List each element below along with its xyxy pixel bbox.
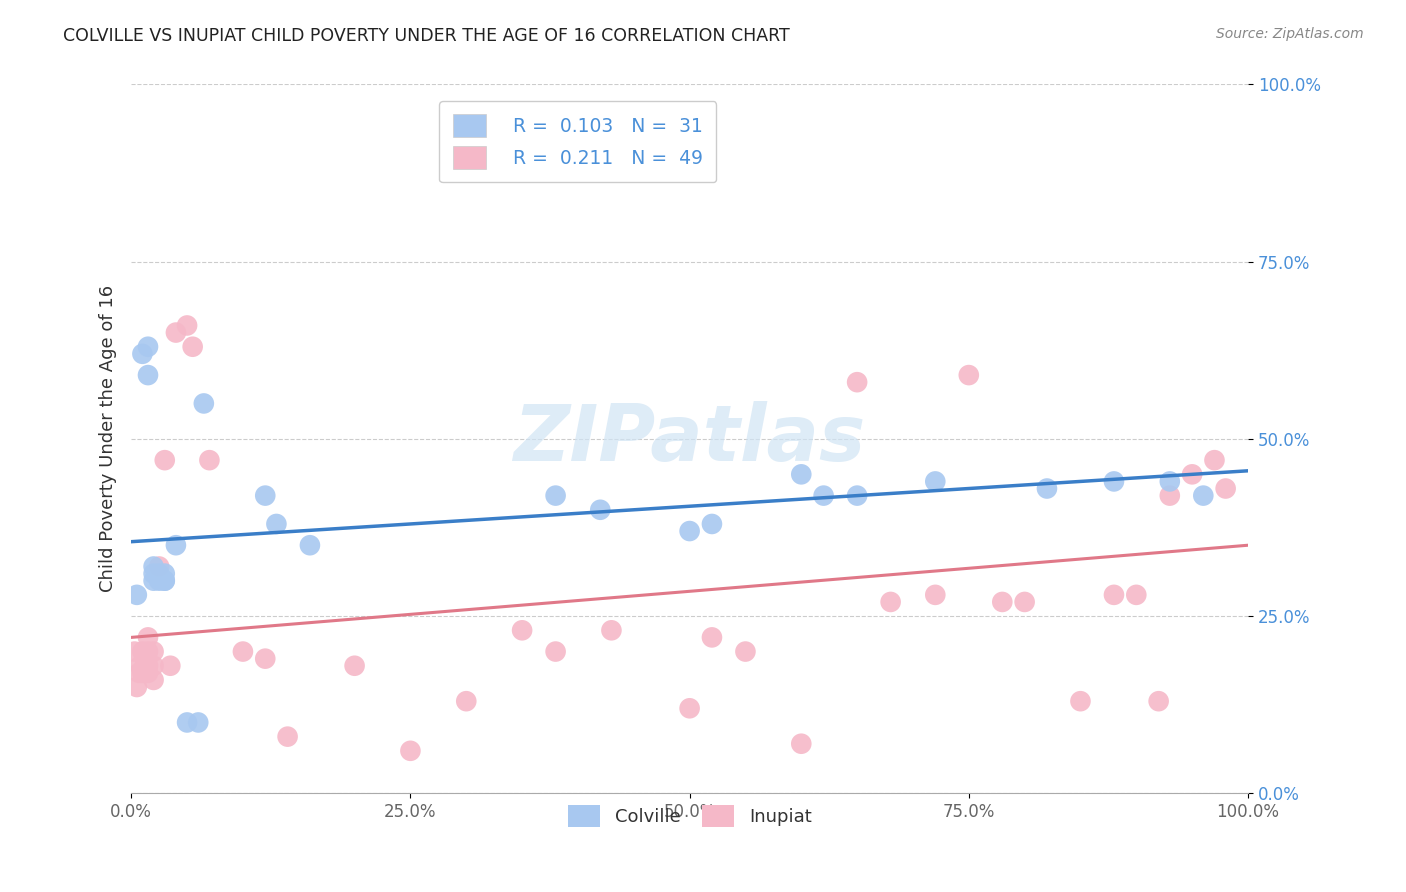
Point (176, 715, 198, 730)
Point (1192, 489, 1215, 503)
Point (142, 566, 165, 581)
Point (1204, 453, 1226, 467)
Point (124, 644, 146, 658)
Text: ZIPatlas: ZIPatlas (513, 401, 866, 477)
Point (131, 347, 153, 361)
Point (135, 665, 157, 680)
Point (142, 574, 165, 588)
Point (193, 396, 215, 410)
Point (1014, 595, 1036, 609)
Point (128, 665, 150, 680)
Point (136, 665, 159, 680)
Point (181, 340, 204, 354)
Point (165, 538, 187, 552)
Point (232, 644, 254, 658)
Point (131, 665, 153, 680)
Point (142, 658, 165, 673)
Point (136, 340, 159, 354)
Point (790, 467, 813, 482)
Point (148, 574, 170, 588)
Point (254, 489, 277, 503)
Point (298, 538, 321, 552)
Point (846, 375, 869, 389)
Point (544, 644, 567, 658)
Point (129, 658, 152, 673)
Legend: Colville, Inupiat: Colville, Inupiat (561, 797, 818, 834)
Point (176, 318, 198, 333)
Point (1069, 694, 1091, 708)
Point (136, 631, 159, 645)
Point (142, 644, 165, 658)
Point (131, 644, 153, 658)
Point (148, 559, 170, 574)
Point (136, 644, 159, 658)
Point (510, 624, 533, 638)
Point (1181, 467, 1204, 482)
Point (700, 516, 723, 531)
Point (1102, 475, 1125, 489)
Point (1036, 482, 1059, 496)
Point (142, 673, 165, 687)
Point (125, 680, 148, 694)
Point (148, 566, 170, 581)
Text: Source: ZipAtlas.com: Source: ZipAtlas.com (1216, 27, 1364, 41)
Point (159, 658, 181, 673)
Point (813, 489, 835, 503)
Point (879, 595, 901, 609)
Point (600, 624, 623, 638)
Point (187, 715, 209, 730)
Text: COLVILLE VS INUPIAT CHILD POVERTY UNDER THE AGE OF 16 CORRELATION CHART: COLVILLE VS INUPIAT CHILD POVERTY UNDER … (63, 27, 790, 45)
Point (153, 574, 176, 588)
Point (1102, 588, 1125, 602)
Point (136, 658, 159, 673)
Point (153, 566, 176, 581)
Point (1147, 694, 1170, 708)
Point (846, 489, 869, 503)
Point (1125, 588, 1147, 602)
Point (399, 744, 422, 758)
Point (957, 368, 980, 383)
Point (734, 644, 756, 658)
Point (343, 658, 366, 673)
Point (277, 730, 299, 744)
Point (544, 489, 567, 503)
Point (1215, 482, 1237, 496)
Point (678, 524, 700, 538)
Point (678, 701, 700, 715)
Point (790, 737, 813, 751)
Point (700, 631, 723, 645)
Point (1159, 489, 1181, 503)
Point (125, 588, 148, 602)
Point (1159, 475, 1181, 489)
Point (266, 516, 288, 531)
Point (924, 588, 946, 602)
Y-axis label: Child Poverty Under the Age of 16: Child Poverty Under the Age of 16 (100, 285, 117, 592)
Point (136, 368, 159, 383)
Point (589, 503, 612, 517)
Point (153, 574, 176, 588)
Point (153, 453, 176, 467)
Point (165, 326, 187, 340)
Point (198, 453, 221, 467)
Point (924, 475, 946, 489)
Point (142, 559, 165, 574)
Point (456, 694, 478, 708)
Point (254, 651, 277, 665)
Point (991, 595, 1014, 609)
Point (134, 658, 156, 673)
